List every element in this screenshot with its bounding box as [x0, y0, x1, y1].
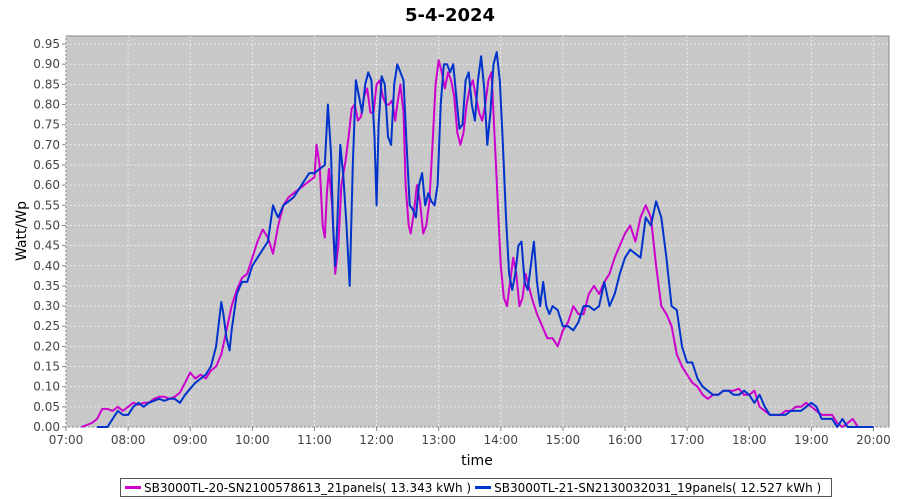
legend-label-series-2: SB3000TL-21-SN2130032031_19panels( 12.52…: [494, 480, 822, 495]
y-tick-label: 0.40: [33, 259, 60, 273]
y-axis-ticks: 0.00 0.05 0.10 0.15 0.20 0.25 0.30 0.35 0.40 0.45…: [33, 37, 66, 434]
x-tick-label: 18:00: [732, 433, 767, 447]
y-tick-label: 0.20: [33, 339, 60, 353]
y-tick-label: 0.30: [33, 299, 60, 313]
x-tick-label: 10:00: [235, 433, 270, 447]
legend-swatch-series-1: [125, 486, 141, 489]
y-tick-label: 0.55: [33, 198, 60, 212]
y-tick-label: 0.80: [33, 98, 60, 112]
series-line-1: [81, 59, 864, 428]
x-tick-label: 11:00: [297, 433, 332, 447]
y-tick-label: 0.00: [33, 420, 60, 434]
x-tick-label: 07:00: [49, 433, 84, 447]
y-tick-label: 0.95: [33, 37, 60, 51]
y-tick-label: 0.70: [33, 138, 60, 152]
y-tick-label: 0.85: [33, 77, 60, 91]
legend-item-series-1: SB3000TL-20-SN2100578613_21panels( 13.34…: [125, 481, 471, 495]
y-tick-label: 0.75: [33, 118, 60, 132]
x-tick-label: 19:00: [794, 433, 829, 447]
series-lines: [81, 51, 874, 428]
y-axis-label: Watt/Wp: [14, 201, 30, 261]
y-tick-label: 0.65: [33, 158, 60, 172]
x-tick-label: 14:00: [483, 433, 518, 447]
y-tick-label: 0.90: [33, 57, 60, 71]
y-tick-label: 0.10: [33, 380, 60, 394]
grid-lines: [65, 36, 889, 428]
y-tick-label: 0.35: [33, 279, 60, 293]
y-tick-label: 0.45: [33, 239, 60, 253]
y-tick-label: 0.50: [33, 218, 60, 232]
legend-swatch-series-2: [475, 486, 492, 489]
legend: SB3000TL-20-SN2100578613_21panels( 13.34…: [120, 478, 833, 497]
legend-label-series-1: SB3000TL-20-SN2100578613_21panels( 13.34…: [144, 480, 472, 495]
y-tick-label: 0.15: [33, 360, 60, 374]
y-tick-label: 0.25: [33, 319, 60, 333]
y-tick-label: 0.05: [33, 400, 60, 414]
x-tick-label: 08:00: [111, 433, 146, 447]
x-tick-label: 09:00: [173, 433, 208, 447]
x-axis-label: time: [461, 453, 493, 469]
x-tick-label: 13:00: [421, 433, 456, 447]
x-tick-label: 12:00: [359, 433, 394, 447]
legend-item-series-2: SB3000TL-21-SN2130032031_19panels( 12.52…: [475, 481, 821, 495]
x-tick-label: 17:00: [670, 433, 705, 447]
x-axis-ticks: 07:00 08:00 09:00 10:00 11:00 12:00 13:00 14:00…: [49, 427, 891, 447]
x-tick-label: 20:00: [856, 433, 891, 447]
series-line-2: [97, 51, 874, 428]
x-tick-label: 16:00: [608, 433, 643, 447]
y-tick-label: 0.60: [33, 178, 60, 192]
x-tick-label: 15:00: [546, 433, 581, 447]
chart-title: 5-4-2024: [405, 5, 495, 26]
